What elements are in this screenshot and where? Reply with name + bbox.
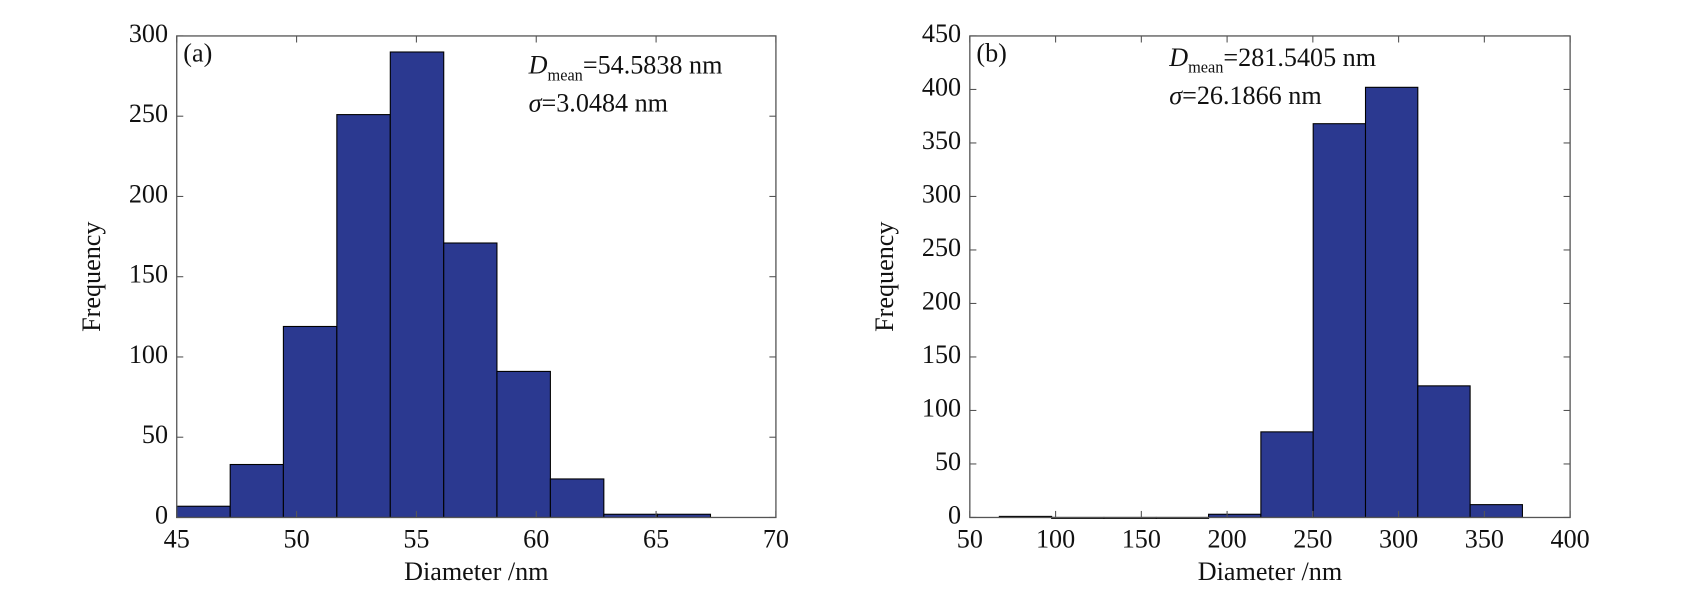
y-tick-label: 300 — [129, 19, 168, 48]
bar — [1260, 431, 1314, 519]
bar — [336, 114, 391, 519]
y-tick-label: 150 — [922, 340, 961, 369]
y-tick-label: 300 — [922, 179, 961, 208]
annotation-text: =3.0484 nm — [542, 89, 669, 118]
x-tick-label: 50 — [284, 524, 310, 553]
bar — [443, 242, 498, 519]
y-tick-label: 100 — [129, 340, 168, 369]
bar — [176, 505, 231, 519]
bar — [1469, 504, 1523, 519]
bar — [549, 478, 605, 519]
x-tick-label: 350 — [1465, 524, 1504, 553]
y-axis-label: Frequency — [77, 222, 106, 332]
x-tick-label: 45 — [164, 524, 190, 553]
x-tick-label: 100 — [1036, 524, 1075, 553]
annotation-symbol: D — [528, 51, 548, 80]
x-tick-label: 70 — [763, 524, 789, 553]
x-axis-label: Diameter /nm — [404, 557, 548, 586]
annotation-text: =54.5838 nm — [583, 51, 723, 80]
x-tick-label: 65 — [643, 524, 669, 553]
annotation: Dmean=54.5838 nm — [528, 51, 723, 84]
x-tick-label: 250 — [1293, 524, 1332, 553]
x-tick-label: 60 — [523, 524, 549, 553]
y-tick-label: 450 — [922, 19, 961, 48]
bar — [1312, 123, 1367, 519]
y-tick-label: 200 — [922, 286, 961, 315]
y-tick-label: 50 — [142, 420, 168, 449]
annotation: σ=26.1866 nm — [1169, 81, 1321, 110]
y-tick-label: 350 — [922, 126, 961, 155]
annotation-text: =26.1866 nm — [1182, 81, 1322, 110]
y-tick-label: 400 — [922, 72, 961, 101]
annotation-symbol: σ — [529, 89, 543, 118]
annotation-symbol: σ — [1169, 81, 1183, 110]
y-tick-label: 50 — [935, 447, 961, 476]
x-tick-label: 50 — [957, 524, 983, 553]
y-tick-label: 250 — [129, 99, 168, 128]
x-tick-label: 200 — [1207, 524, 1246, 553]
x-tick-label: 400 — [1551, 524, 1590, 553]
annotation-subscript: mean — [1188, 57, 1223, 76]
x-tick-label: 300 — [1379, 524, 1418, 553]
x-tick-label: 150 — [1122, 524, 1161, 553]
bar — [1364, 86, 1419, 519]
x-axis-label: Diameter /nm — [1198, 557, 1342, 586]
bar — [282, 325, 338, 519]
y-tick-label: 100 — [922, 393, 961, 422]
panel-label: (a) — [183, 39, 212, 68]
y-axis-label: Frequency — [870, 222, 899, 332]
plot-frame — [969, 35, 1571, 519]
panel-label: (b) — [976, 39, 1006, 68]
y-tick-label: 150 — [129, 260, 168, 289]
y-tick-label: 200 — [129, 179, 168, 208]
bar — [389, 51, 445, 519]
annotation-symbol: D — [1168, 43, 1188, 72]
y-tick-label: 0 — [948, 500, 961, 529]
annotation: Dmean=281.5405 nm — [1168, 43, 1376, 76]
x-tick-label: 55 — [403, 524, 429, 553]
annotation-subscript: mean — [547, 65, 582, 84]
y-tick-label: 250 — [922, 233, 961, 262]
annotation: σ=3.0484 nm — [529, 89, 668, 118]
bar — [496, 370, 551, 519]
bar — [1417, 385, 1471, 519]
annotation-text: =281.5405 nm — [1223, 43, 1376, 72]
bar — [229, 463, 284, 519]
y-tick-label: 0 — [155, 500, 168, 529]
